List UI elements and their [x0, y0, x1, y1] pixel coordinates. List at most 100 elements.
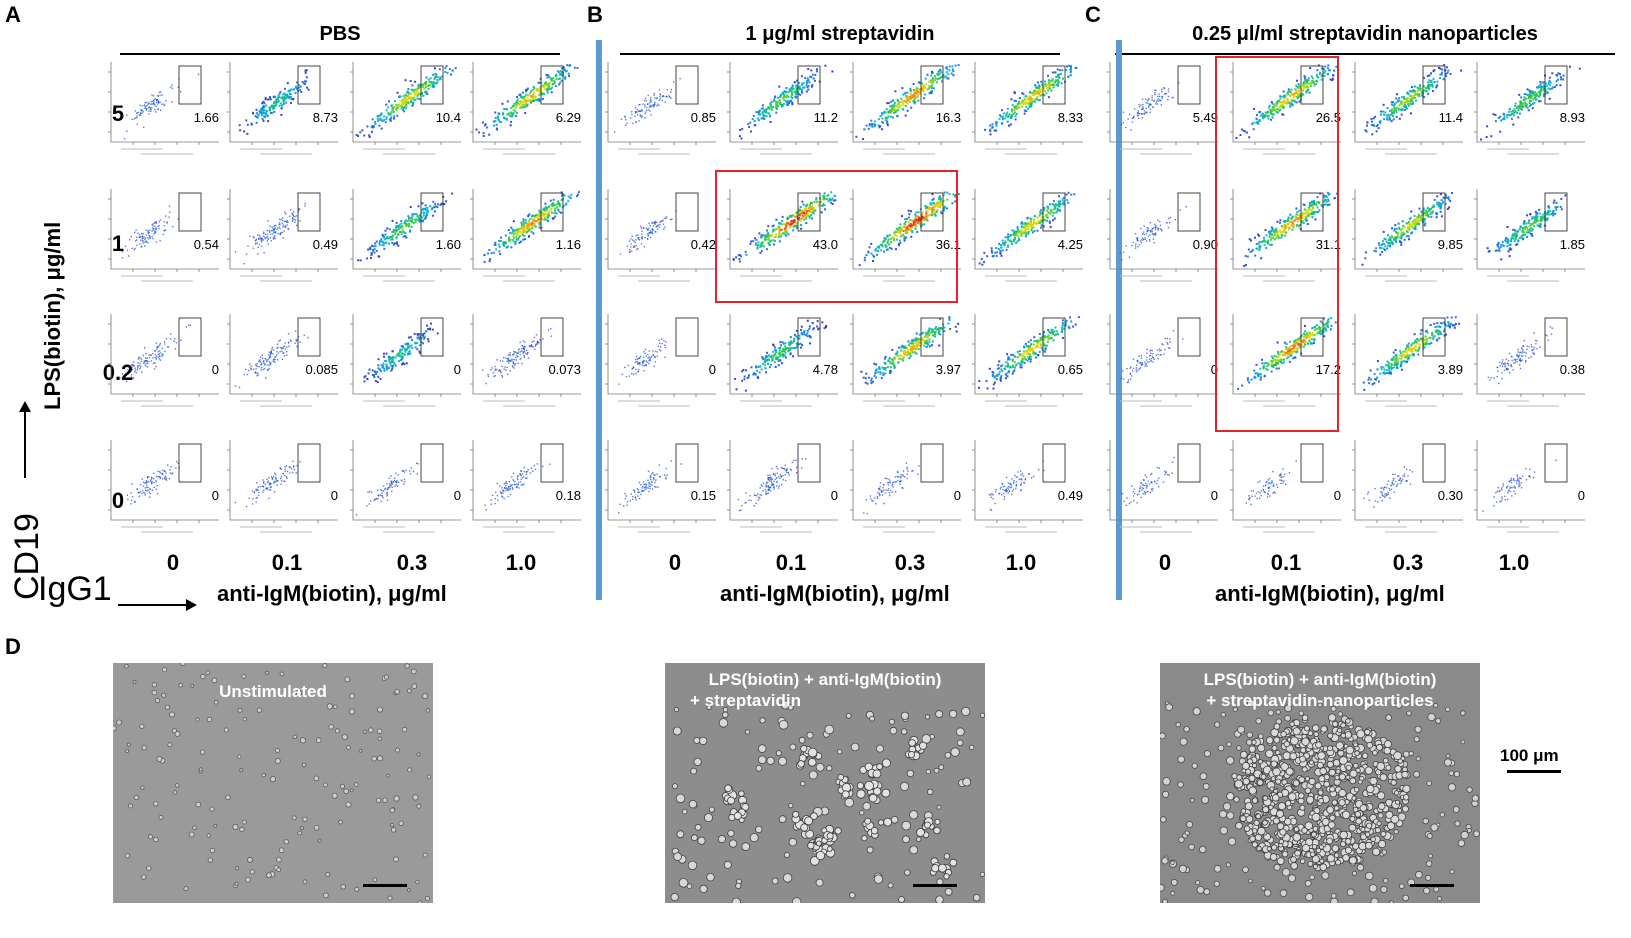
flow-event-dot [557, 203, 560, 205]
flow-event-dot [381, 492, 383, 494]
flow-event-dot [908, 224, 911, 227]
flow-event-dot [791, 97, 794, 100]
flow-event-dot [903, 352, 906, 355]
flow-event-dot [153, 233, 155, 235]
flow-event-dot [1023, 98, 1026, 101]
flow-event-dot [386, 236, 389, 239]
flow-event-dot [533, 464, 535, 467]
flow-event-dot [510, 120, 513, 123]
gate-percentage: 0.085 [305, 362, 338, 377]
flow-event-dot [732, 257, 735, 260]
flow-event-dot [873, 375, 876, 377]
flow-event-dot [1008, 240, 1011, 243]
flow-event-dot [743, 378, 746, 381]
flow-event-dot [758, 365, 761, 368]
flow-event-dot [152, 352, 154, 355]
flow-event-dot [895, 109, 898, 112]
flow-event-dot [294, 92, 297, 94]
flow-event-dot [156, 99, 158, 101]
flow-event-dot [187, 324, 190, 326]
flow-event-dot [1030, 227, 1033, 230]
flow-event-dot [275, 354, 278, 356]
flow-event-dot [1024, 222, 1027, 225]
flow-event-dot [270, 240, 273, 242]
flow-event-dot [783, 98, 785, 101]
flow-event-dot [929, 85, 932, 88]
flow-event-dot [738, 135, 741, 138]
flow-event-dot [397, 474, 399, 476]
flow-event-dot [1055, 204, 1058, 207]
flow-event-dot [295, 472, 297, 474]
flow-event-dot [651, 221, 654, 224]
flow-event-dot [497, 243, 500, 246]
flow-event-dot [265, 113, 268, 116]
flow-event-dot [510, 484, 512, 486]
flow-event-dot [522, 101, 525, 104]
flow-event-dot [396, 352, 399, 355]
flow-event-dot [382, 365, 385, 367]
flow-event-dot [426, 324, 429, 327]
flow-event-dot [946, 77, 949, 80]
flow-event-dot [296, 81, 299, 84]
flow-event-dot [889, 105, 892, 108]
flow-event-dot [881, 128, 884, 131]
flow-event-dot [760, 368, 763, 371]
flow-event-dot [654, 221, 656, 223]
flow-event-dot [780, 229, 783, 231]
flow-event-dot [804, 207, 807, 210]
flow-event-dot [397, 228, 400, 231]
flow-plot-graphic [227, 62, 338, 155]
flow-event-dot [772, 344, 775, 347]
flow-event-dot [778, 99, 781, 102]
flow-event-dot [630, 243, 632, 245]
flow-event-dot [265, 104, 268, 107]
flow-event-dot [516, 96, 519, 98]
flow-event-dot [648, 350, 650, 352]
flow-event-dot [307, 88, 310, 91]
flow-event-dot [290, 98, 293, 101]
flow-event-dot [521, 345, 524, 347]
flow-event-dot [634, 241, 636, 243]
flow-event-dot [778, 100, 781, 103]
flow-event-dot [909, 222, 912, 225]
flow-plot-axes [852, 62, 961, 143]
flow-event-dot [901, 99, 904, 102]
flow-event-dot [522, 348, 525, 350]
flow-event-dot [791, 92, 794, 95]
flow-event-dot [786, 216, 789, 219]
flow-event-dot [386, 499, 389, 501]
flow-event-dot [136, 488, 138, 490]
flow-event-dot [902, 229, 905, 232]
flow-event-dot [800, 75, 803, 78]
flow-event-dot [494, 241, 497, 244]
flow-event-dot [546, 213, 548, 216]
flow-event-dot [1020, 234, 1023, 237]
flow-event-dot [865, 372, 868, 375]
flow-event-dot [917, 221, 920, 224]
flow-event-dot [945, 66, 948, 69]
flow-event-dot [134, 240, 137, 242]
flow-event-dot [1013, 240, 1016, 243]
flow-event-dot [536, 88, 539, 91]
flow-event-dot [656, 221, 658, 224]
flow-event-dot [522, 340, 524, 342]
flow-event-dot [773, 98, 775, 101]
flow-event-dot [278, 92, 281, 95]
flow-event-dot [901, 102, 904, 105]
flow-event-dot [260, 363, 262, 366]
flow-event-dot [775, 228, 778, 230]
flow-event-dot [246, 132, 249, 135]
flow-event-dot [287, 341, 290, 343]
flow-event-dot [813, 200, 816, 203]
flow-plot-axes [729, 189, 838, 270]
flow-event-dot [292, 217, 294, 219]
flow-event-dot [155, 365, 157, 368]
flow-event-dot [506, 360, 508, 362]
flow-event-dot [133, 365, 135, 367]
flow-event-dot [1056, 68, 1059, 71]
flow-event-dot [141, 371, 143, 373]
gate-percentage: 0 [211, 362, 219, 377]
flow-event-dot [523, 349, 526, 351]
flow-event-dot [877, 249, 880, 252]
flow-event-dot [797, 218, 800, 221]
